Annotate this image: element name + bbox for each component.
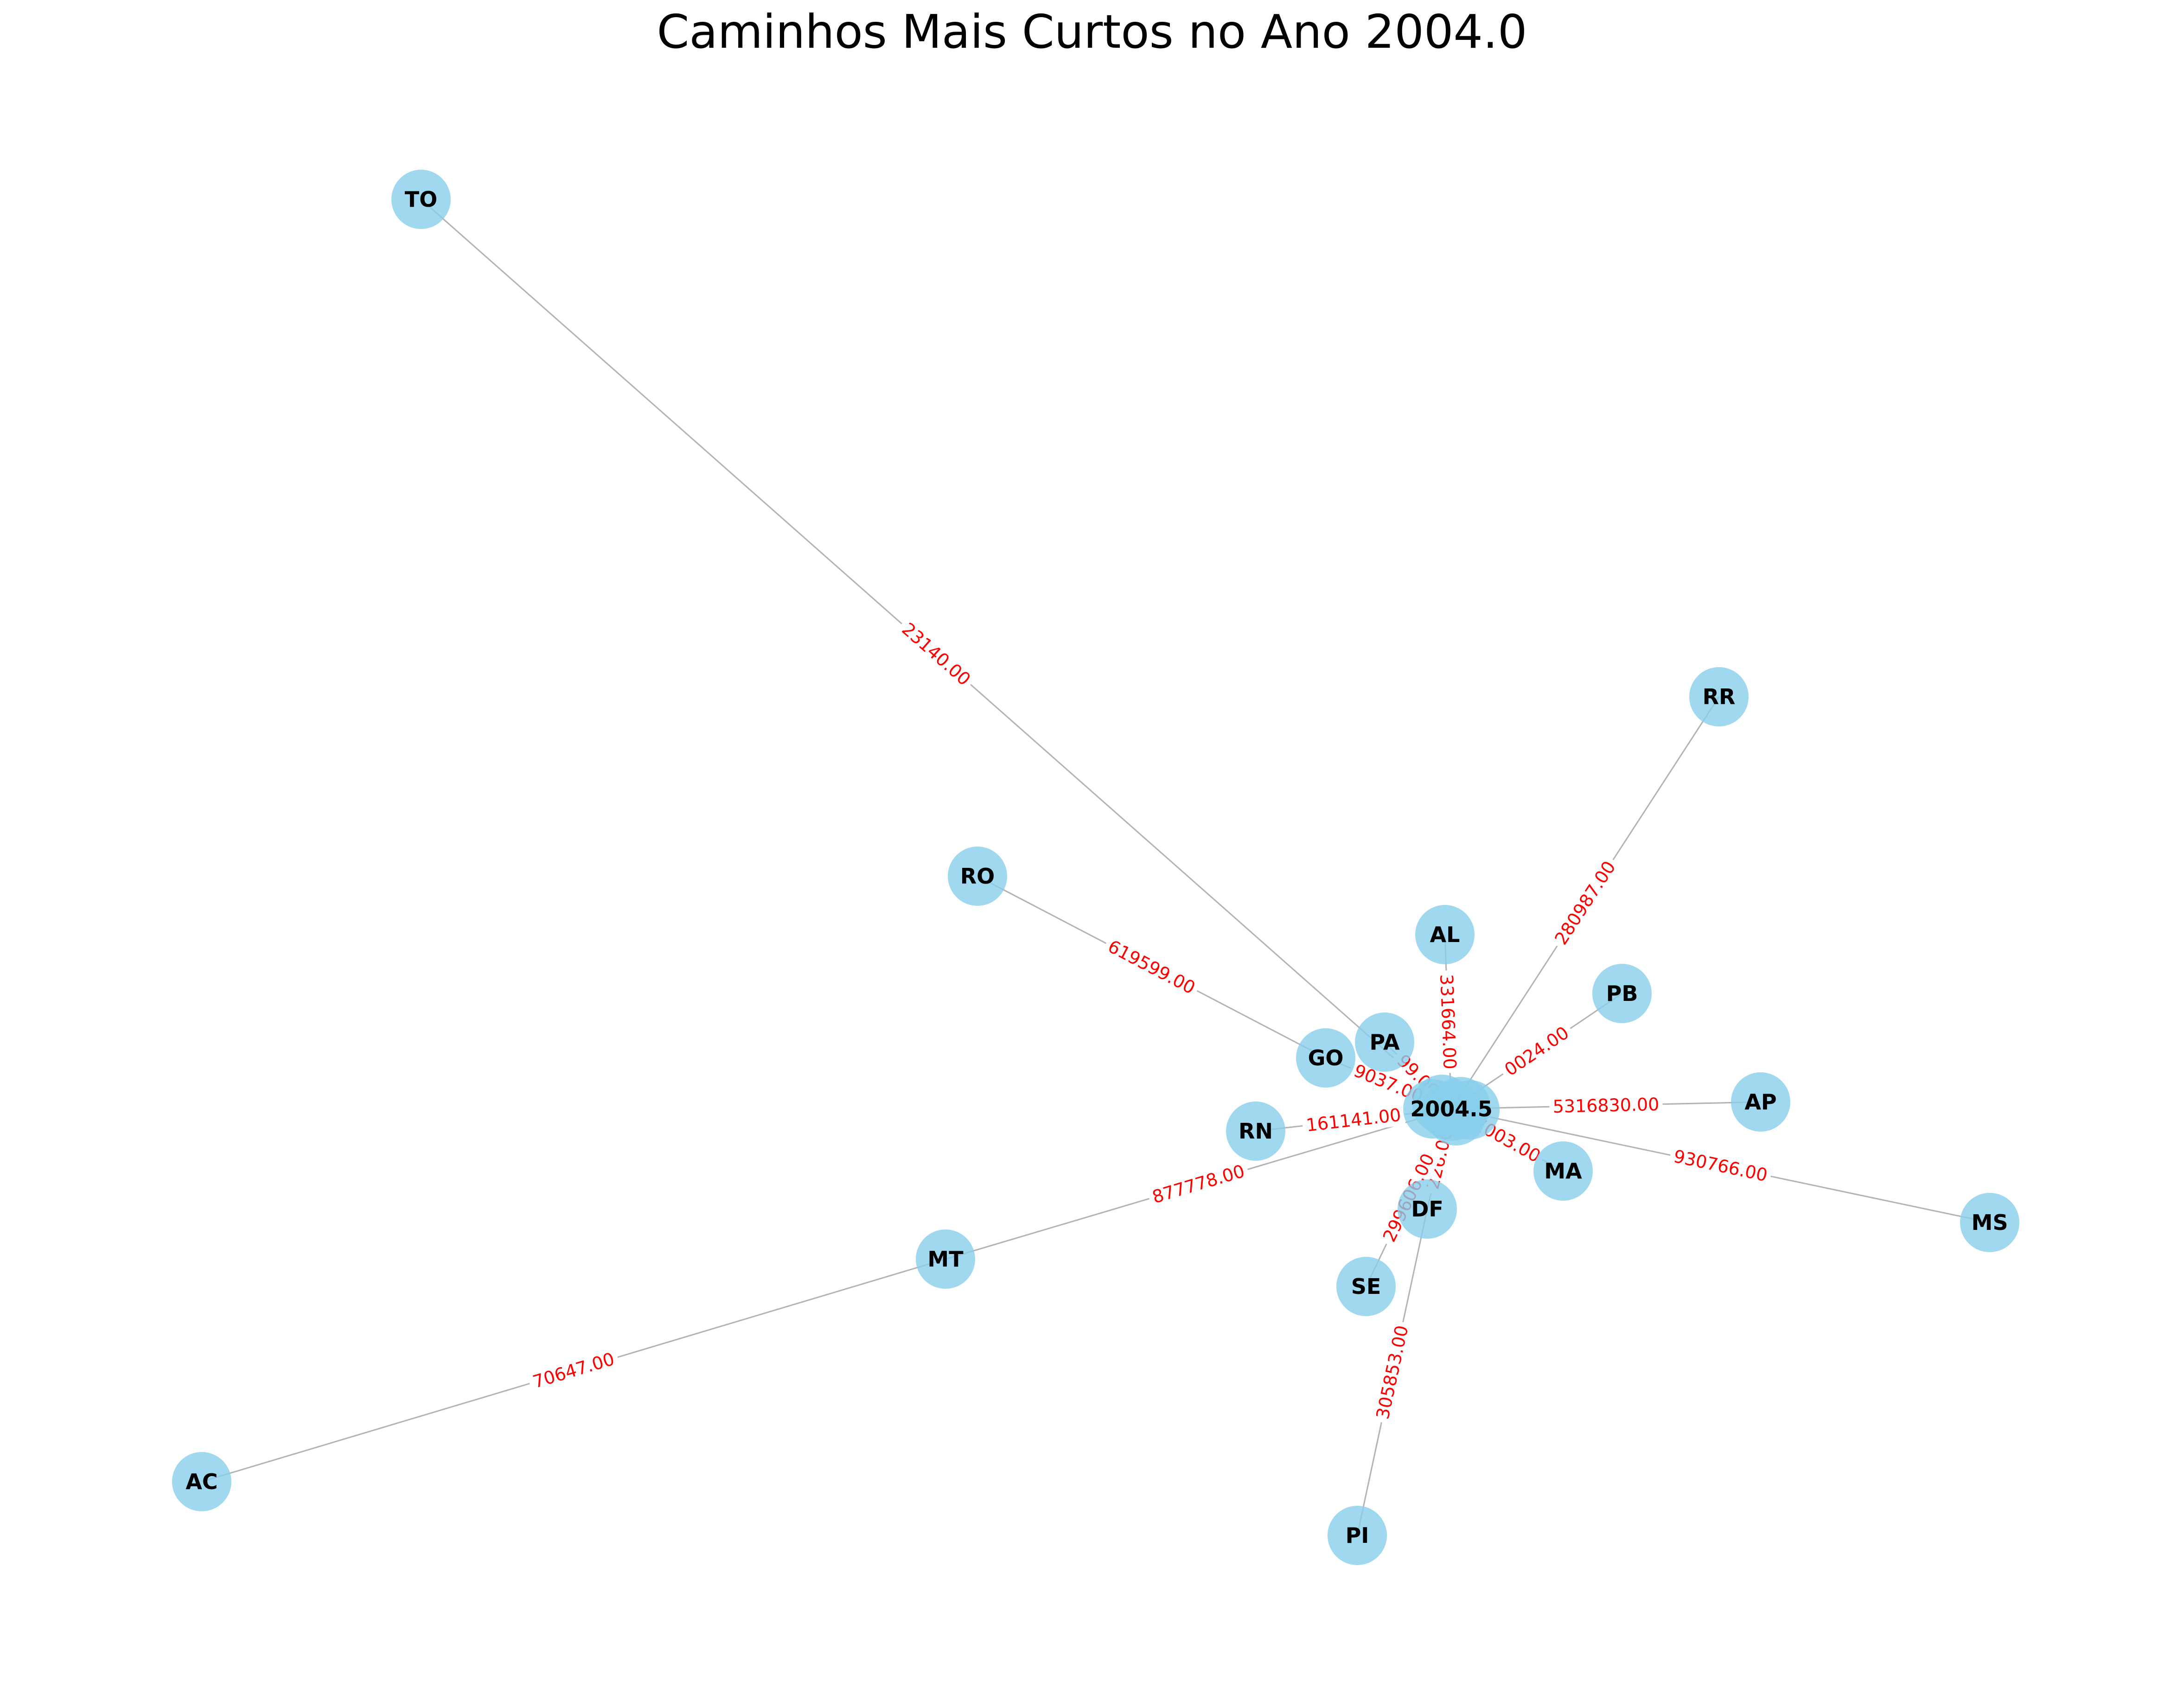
edge-label-bg <box>526 1346 621 1394</box>
edge-label-bg <box>1668 1144 1773 1187</box>
node-label-ma: MA <box>1544 1159 1582 1184</box>
edge-label-bg <box>1435 970 1462 1074</box>
edge-weight-label: 23140.00 <box>898 618 974 689</box>
node-label-rn: RN <box>1239 1119 1273 1144</box>
node-rn <box>1226 1102 1285 1161</box>
node-df <box>1398 1179 1457 1239</box>
edge-label-al: 331664.00 <box>1435 970 1462 1074</box>
edge-label-pi: 305853.00 <box>1370 1319 1414 1425</box>
edge-weight-label: 0024.00 <box>1501 1022 1573 1080</box>
node-label-df: DF <box>1411 1197 1443 1222</box>
edge-label-ro: 619599.00 <box>1101 933 1202 1001</box>
edge-label-bg <box>1370 1319 1414 1425</box>
node-rr <box>1689 667 1749 726</box>
edge-label-rr: 280987.00 <box>1548 853 1622 952</box>
node-ma <box>1533 1141 1593 1201</box>
node-to <box>391 170 451 229</box>
edge-label-bg <box>1549 1093 1663 1118</box>
edge-label-bg <box>1101 933 1202 1001</box>
nodes-layer: 2004.5 TO RR RO AL PB PA GO AP RN MA MS DF MT SE AC PI <box>172 170 2019 1565</box>
node-label-rr: RR <box>1703 684 1736 709</box>
edge-label-bg <box>894 615 978 693</box>
edge-weight-label: 305853.00 <box>1372 1324 1412 1421</box>
node-go <box>1296 1028 1355 1088</box>
node-label-pa: PA <box>1369 1030 1399 1055</box>
edge-label-bg <box>1146 1159 1251 1210</box>
edge-label-mt: 877778.00 <box>1146 1159 1251 1210</box>
node-label-al: AL <box>1430 922 1460 947</box>
node-label-to: TO <box>405 187 437 212</box>
node-label-se: SE <box>1351 1274 1381 1299</box>
edge-label-bg <box>1301 1103 1406 1137</box>
node-pa <box>1355 1012 1414 1072</box>
node-label-pb: PB <box>1606 981 1638 1006</box>
node-label-pi: PI <box>1346 1523 1369 1548</box>
edge-label-ms: 930766.00 <box>1668 1144 1773 1187</box>
node-label-mt: MT <box>927 1247 964 1272</box>
edge-weight-label: 70647.00 <box>530 1349 617 1392</box>
node-al <box>1415 905 1475 964</box>
node-label-go: GO <box>1308 1045 1344 1070</box>
edge-label-ap: 5316830.00 <box>1549 1093 1663 1118</box>
node-label-ms: MS <box>1972 1210 2008 1235</box>
edge-label-rn: 161141.00 <box>1301 1103 1406 1137</box>
edge-weight-label: 877778.00 <box>1150 1161 1247 1208</box>
hub-node-label: 2004.5 <box>1410 1096 1493 1121</box>
edge-weight-label: 280987.00 <box>1551 857 1620 948</box>
chart-title: Caminhos Mais Curtos no Ano 2004.0 <box>657 5 1527 59</box>
edge-labels-layer: 23140.00 280987.00 619599.00 331664.00 0024.… <box>526 615 1773 1425</box>
edge-label-to: 23140.00 <box>894 615 978 693</box>
edge-label-bg <box>1548 853 1622 952</box>
edge-weight-label: 619599.00 <box>1105 936 1199 998</box>
node-label-ap: AP <box>1744 1089 1776 1114</box>
node-ro <box>948 847 1007 906</box>
edge-label-ac: 70647.00 <box>526 1346 621 1394</box>
node-se <box>1336 1257 1396 1316</box>
edge-label-bg <box>1497 1019 1577 1083</box>
node-label-ro: RO <box>960 864 995 889</box>
node-ac <box>172 1452 231 1511</box>
node-ms <box>1960 1193 2019 1252</box>
node-pb <box>1592 964 1652 1023</box>
node-label-ac: AC <box>185 1469 217 1494</box>
edge-weight-label: 930766.00 <box>1672 1146 1769 1185</box>
node-ap <box>1731 1072 1790 1132</box>
edge-weight-label: 331664.00 <box>1436 974 1460 1070</box>
edge-label-pb: 0024.00 <box>1497 1019 1577 1083</box>
edge-weight-label: 5316830.00 <box>1552 1094 1660 1117</box>
node-mt <box>916 1229 975 1289</box>
hub-node-5 <box>1426 1086 1486 1146</box>
edges-layer <box>201 198 1990 1536</box>
node-pi <box>1328 1506 1387 1565</box>
